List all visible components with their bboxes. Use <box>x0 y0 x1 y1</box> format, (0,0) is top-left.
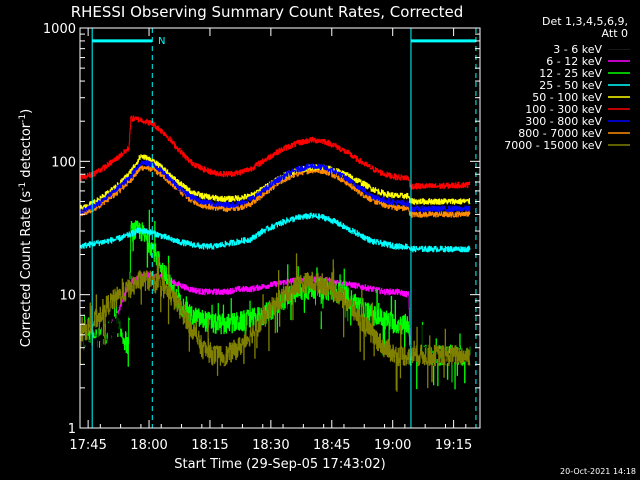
x-tick-label: 18:00 <box>130 438 167 453</box>
series-line-100-300-kev <box>79 115 471 190</box>
series-line-300-800-kev <box>79 159 471 215</box>
legend-header-line: Att 0 <box>602 27 628 40</box>
y-tick-label: 10 <box>59 289 76 304</box>
y-axis-label-sup1: -1 <box>18 182 28 191</box>
legend-header: Det 1,3,4,5,6,9,Att 0 <box>542 15 628 40</box>
x-tick-label: 18:30 <box>252 438 289 453</box>
y-axis-label-main: Corrected Count Rate (s <box>19 191 34 348</box>
x-axis: 17:45 18:00 18:15 18:30 18:45 19:00 19:15 <box>69 28 472 453</box>
y-tick-label: 100 <box>51 155 76 170</box>
x-tick-label: 19:00 <box>374 438 411 453</box>
y-axis: 1 10 100 1000 <box>43 22 480 437</box>
y-tick-label: 1000 <box>43 22 76 37</box>
y-axis-label-sup2: -1 <box>18 114 28 123</box>
chart-title: RHESSI Observing Summary Count Rates, Co… <box>71 3 464 21</box>
y-tick-label: 1 <box>68 422 76 437</box>
legend-label-3-6-kev: 3 - 6 keV <box>553 43 602 56</box>
series-line-25-50-kev <box>79 212 471 253</box>
annotation-label: N <box>158 36 165 47</box>
legend-label-300-800-kev: 300 - 800 keV <box>525 115 602 128</box>
x-tick-label: 19:15 <box>435 438 472 453</box>
footer-date: 20-Oct-2021 14:18 <box>560 467 636 476</box>
x-tick-label: 17:45 <box>69 438 106 453</box>
series-line-7000-15000-kev <box>79 251 471 392</box>
legend-label-7000-15000-kev: 7000 - 15000 keV <box>504 139 602 152</box>
legend-header-line: Det 1,3,4,5,6,9, <box>542 15 628 28</box>
x-tick-label: 18:15 <box>191 438 228 453</box>
plot-frame <box>79 27 481 429</box>
legend-label-800-7000-kev: 800 - 7000 keV <box>518 127 602 140</box>
plot-area: 17:45 18:00 18:15 18:30 18:45 19:00 19:15 1101… <box>43 22 481 453</box>
x-tick-label: 18:45 <box>313 438 350 453</box>
y-axis-label-mid: detector <box>19 122 34 182</box>
y-axis-label-end: ) <box>19 109 34 114</box>
marker-layer <box>91 28 477 428</box>
legend-label-100-300-kev: 100 - 300 keV <box>525 103 602 116</box>
legend-label-25-50-kev: 25 - 50 keV <box>539 79 602 92</box>
series-layer <box>79 115 471 429</box>
x-axis-label: Start Time (29-Sep-05 17:43:02) <box>174 457 385 472</box>
y-axis-label: Corrected Count Rate (s-1 detector-1) <box>18 109 34 347</box>
legend-label-12-25-kev: 12 - 25 keV <box>539 67 602 80</box>
legend-label-50-100-kev: 50 - 100 keV <box>532 91 602 104</box>
legend-label-6-12-kev: 6 - 12 keV <box>546 55 602 68</box>
